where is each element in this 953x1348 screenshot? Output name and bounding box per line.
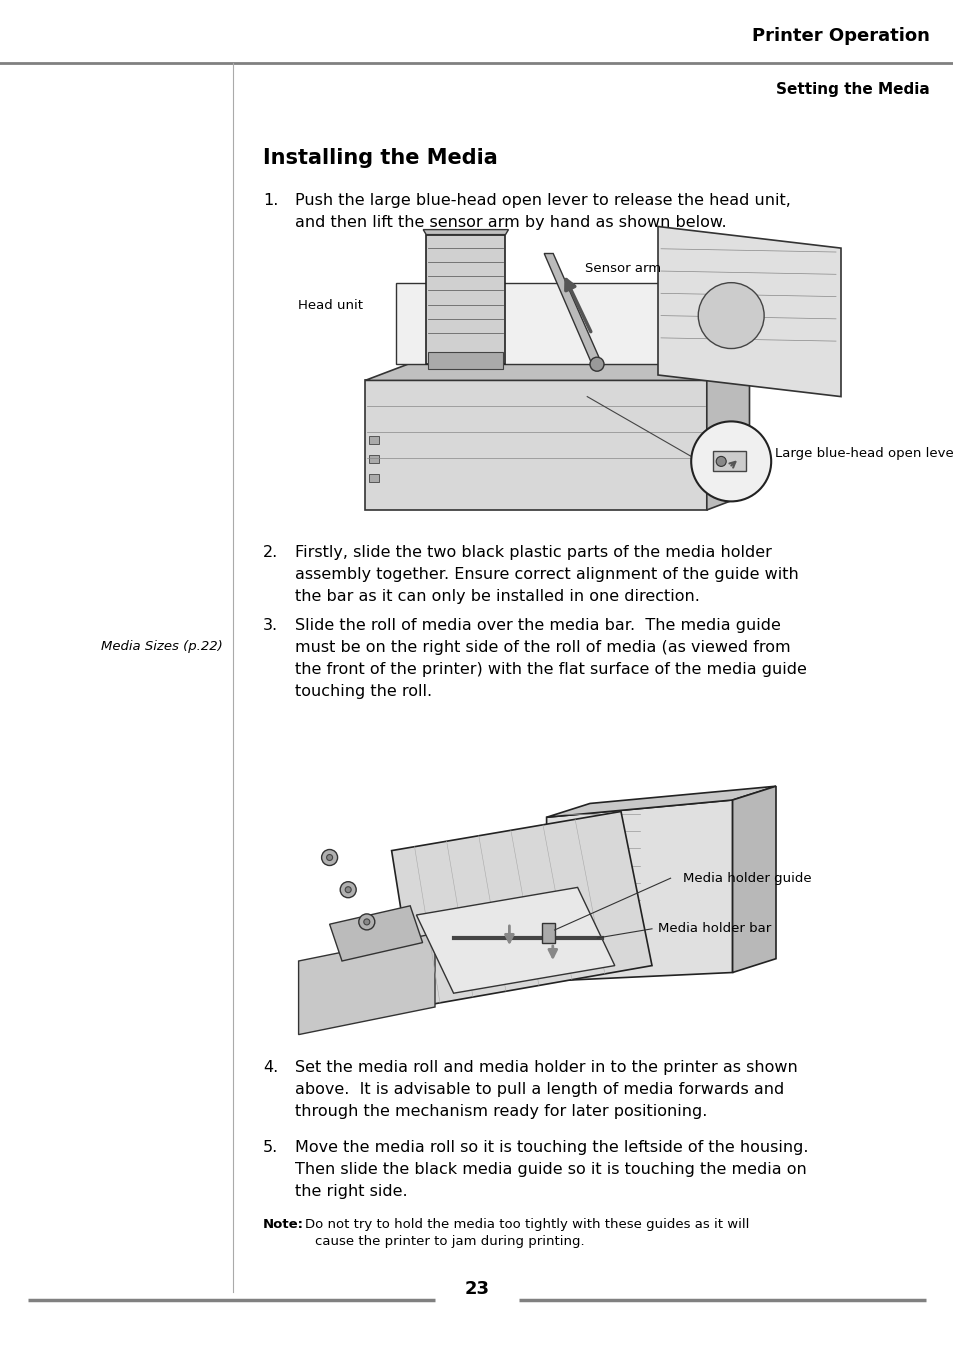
Text: above.  It is advisable to pull a length of media forwards and: above. It is advisable to pull a length … — [294, 1082, 783, 1097]
Text: touching the roll.: touching the roll. — [294, 683, 432, 700]
Polygon shape — [416, 887, 614, 993]
Text: Sensor arm: Sensor arm — [584, 262, 660, 275]
Text: 3.: 3. — [263, 617, 278, 634]
Circle shape — [340, 882, 355, 898]
Text: Note:: Note: — [263, 1219, 304, 1231]
Polygon shape — [369, 473, 378, 481]
Text: the front of the printer) with the flat surface of the media guide: the front of the printer) with the flat … — [294, 662, 806, 677]
Text: Large blue-head open lever: Large blue-head open lever — [775, 448, 953, 460]
Polygon shape — [543, 253, 601, 364]
Text: and then lift the sensor arm by hand as shown below.: and then lift the sensor arm by hand as … — [294, 214, 726, 231]
Circle shape — [716, 457, 725, 466]
Polygon shape — [732, 786, 775, 972]
Text: cause the printer to jam during printing.: cause the printer to jam during printing… — [314, 1235, 584, 1248]
Text: 1.: 1. — [263, 193, 278, 208]
Text: Move the media roll so it is touching the leftside of the housing.: Move the media roll so it is touching th… — [294, 1140, 807, 1155]
Circle shape — [691, 422, 770, 501]
Polygon shape — [428, 352, 503, 369]
Text: assembly together. Ensure correct alignment of the guide with: assembly together. Ensure correct alignm… — [294, 568, 798, 582]
Text: through the mechanism ready for later positioning.: through the mechanism ready for later po… — [294, 1104, 706, 1119]
Text: Printer Operation: Printer Operation — [751, 27, 929, 44]
Text: Slide the roll of media over the media bar.  The media guide: Slide the roll of media over the media b… — [294, 617, 781, 634]
Text: Installing the Media: Installing the Media — [263, 148, 497, 168]
Text: Set the media roll and media holder in to the printer as shown: Set the media roll and media holder in t… — [294, 1060, 797, 1074]
Polygon shape — [658, 226, 841, 396]
Circle shape — [589, 357, 603, 371]
Polygon shape — [391, 811, 651, 1007]
Polygon shape — [423, 229, 508, 235]
Text: Push the large blue-head open lever to release the head unit,: Push the large blue-head open lever to r… — [294, 193, 790, 208]
Text: Media Sizes (p.22): Media Sizes (p.22) — [101, 640, 223, 652]
Text: Media holder guide: Media holder guide — [682, 872, 811, 884]
Circle shape — [321, 849, 337, 865]
Circle shape — [358, 914, 375, 930]
Polygon shape — [395, 283, 676, 364]
Text: 2.: 2. — [263, 545, 278, 559]
Text: 5.: 5. — [263, 1140, 278, 1155]
Polygon shape — [713, 452, 745, 472]
Circle shape — [326, 855, 333, 860]
Polygon shape — [365, 380, 706, 510]
Text: 4.: 4. — [263, 1060, 278, 1074]
Text: Then slide the black media guide so it is touching the media on: Then slide the black media guide so it i… — [294, 1162, 806, 1177]
Polygon shape — [546, 786, 775, 817]
Polygon shape — [706, 364, 749, 510]
Text: 23: 23 — [464, 1281, 489, 1298]
Polygon shape — [426, 235, 505, 364]
Polygon shape — [329, 906, 422, 961]
Polygon shape — [541, 923, 554, 944]
Text: Media holder bar: Media holder bar — [658, 922, 771, 936]
Polygon shape — [298, 933, 435, 1035]
Circle shape — [345, 887, 351, 892]
Polygon shape — [369, 454, 378, 462]
Text: Firstly, slide the two black plastic parts of the media holder: Firstly, slide the two black plastic par… — [294, 545, 771, 559]
Text: must be on the right side of the roll of media (as viewed from: must be on the right side of the roll of… — [294, 640, 790, 655]
Text: Head unit: Head unit — [297, 299, 363, 313]
Circle shape — [363, 919, 370, 925]
Text: Setting the Media: Setting the Media — [776, 82, 929, 97]
Polygon shape — [546, 799, 732, 981]
Text: Do not try to hold the media too tightly with these guides as it will: Do not try to hold the media too tightly… — [305, 1219, 749, 1231]
Text: the right side.: the right side. — [294, 1184, 407, 1198]
Polygon shape — [365, 364, 749, 380]
Text: the bar as it can only be installed in one direction.: the bar as it can only be installed in o… — [294, 589, 700, 604]
Circle shape — [698, 283, 763, 349]
Polygon shape — [369, 435, 378, 443]
